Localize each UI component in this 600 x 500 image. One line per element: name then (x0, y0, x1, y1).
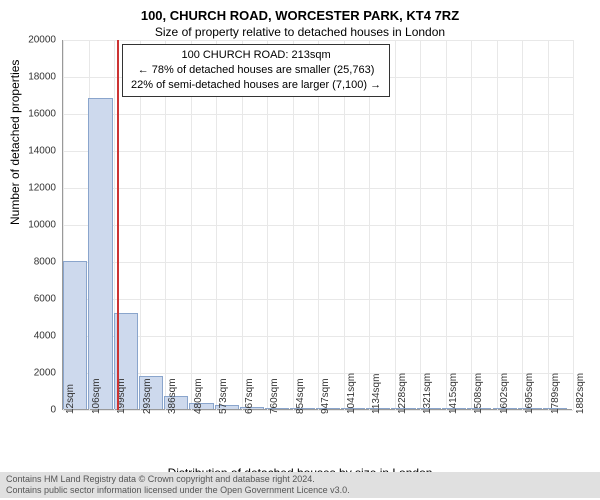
annotation-line-3: 22% of semi-detached houses are larger (… (131, 78, 381, 93)
x-tick-label: 760sqm (269, 378, 280, 414)
x-tick-label: 293sqm (142, 378, 153, 414)
y-tick-label: 14000 (16, 146, 56, 157)
x-tick-label: 947sqm (320, 378, 331, 414)
marker-line (117, 40, 119, 410)
gridline-v (497, 40, 498, 410)
histogram-bar (88, 98, 112, 409)
gridline-v (446, 40, 447, 410)
y-tick-label: 4000 (16, 331, 56, 342)
x-tick-label: 1602sqm (499, 373, 510, 414)
gridline-h (63, 410, 573, 411)
chart-title: 100, CHURCH ROAD, WORCESTER PARK, KT4 7R… (0, 0, 600, 23)
y-tick-label: 10000 (16, 220, 56, 231)
x-tick-label: 1041sqm (346, 373, 357, 414)
y-tick-label: 20000 (16, 35, 56, 46)
y-tick-label: 18000 (16, 72, 56, 83)
gridline-v (420, 40, 421, 410)
x-tick-label: 1508sqm (473, 373, 484, 414)
annotation-line-1: 100 CHURCH ROAD: 213sqm (131, 48, 381, 63)
x-tick-label: 386sqm (167, 378, 178, 414)
x-tick-label: 573sqm (218, 378, 229, 414)
x-tick-label: 1415sqm (448, 373, 459, 414)
footer-line-2: Contains public sector information licen… (6, 485, 594, 496)
x-tick-label: 667sqm (244, 378, 255, 414)
gridline-v (395, 40, 396, 410)
y-axis-label: Number of detached properties (8, 60, 22, 225)
gridline-v (548, 40, 549, 410)
footer-line-1: Contains HM Land Registry data © Crown c… (6, 474, 594, 485)
x-tick-label: 480sqm (193, 378, 204, 414)
x-tick-label: 1134sqm (371, 374, 382, 414)
x-tick-label: 106sqm (91, 378, 102, 414)
gridline-v (471, 40, 472, 410)
x-tick-label: 1789sqm (550, 373, 561, 414)
x-tick-label: 1882sqm (575, 373, 586, 414)
x-tick-label: 1228sqm (397, 373, 408, 414)
y-tick-label: 8000 (16, 257, 56, 268)
annotation-line-2: ← 78% of detached houses are smaller (25… (131, 63, 381, 78)
y-tick-label: 16000 (16, 109, 56, 120)
x-tick-label: 854sqm (295, 378, 306, 414)
x-tick-label: 1321sqm (422, 373, 433, 414)
gridline-v (522, 40, 523, 410)
footer: Contains HM Land Registry data © Crown c… (0, 472, 600, 498)
chart-container: 100, CHURCH ROAD, WORCESTER PARK, KT4 7R… (0, 0, 600, 500)
y-tick-label: 0 (16, 405, 56, 416)
annotation-box: 100 CHURCH ROAD: 213sqm ← 78% of detache… (122, 44, 390, 97)
x-tick-label: 1695sqm (524, 373, 535, 414)
y-tick-label: 6000 (16, 294, 56, 305)
y-tick-label: 2000 (16, 368, 56, 379)
x-tick-label: 12sqm (65, 384, 76, 414)
gridline-v (573, 40, 574, 410)
y-tick-label: 12000 (16, 183, 56, 194)
